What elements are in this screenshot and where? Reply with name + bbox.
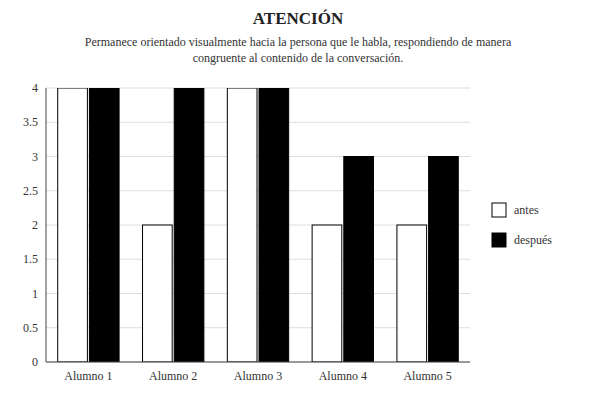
legend-label: antes (514, 203, 539, 217)
legend-swatch (492, 203, 506, 217)
bar (58, 88, 88, 362)
x-axis (46, 362, 470, 363)
bar (89, 88, 119, 362)
x-tick-label: Alumno 4 (319, 369, 367, 383)
bar (344, 157, 374, 363)
legend-label: después (514, 233, 552, 247)
bar (143, 225, 173, 362)
y-tick-label: 0.5 (23, 321, 38, 335)
subtitle: congruente al contenido de la conversaci… (193, 51, 404, 65)
legend-swatch (492, 233, 506, 247)
title: ATENCIÓN (253, 9, 344, 28)
bars (58, 88, 459, 362)
y-tick-label: 2 (32, 218, 38, 232)
y-tick-label: 4 (32, 81, 38, 95)
y-tick-label: 2.5 (23, 184, 38, 198)
x-tick-label: Alumno 3 (234, 369, 282, 383)
y-tick-label: 1.5 (23, 252, 38, 266)
chart: ATENCIÓN Permanece orientado visualmente … (0, 0, 596, 397)
x-tick-label: Alumno 1 (64, 369, 112, 383)
y-tick-label: 0 (32, 355, 38, 369)
bar (227, 88, 257, 362)
y-axis (46, 88, 47, 362)
chart-container: ATENCIÓN Permanece orientado visualmente … (0, 0, 596, 397)
legend: antes después (492, 203, 552, 247)
grid (46, 88, 470, 362)
x-tick-label: Alumno 2 (149, 369, 197, 383)
bar (312, 225, 342, 362)
y-tick-label: 3 (32, 150, 38, 164)
x-tick-label: Alumno 5 (403, 369, 451, 383)
bar (429, 157, 459, 363)
grid-line (46, 362, 470, 363)
y-tick-label: 1 (32, 287, 38, 301)
subtitle: Permanece orientado visualmente hacia la… (85, 35, 512, 49)
bar (259, 88, 289, 362)
bar (397, 225, 427, 362)
bar (174, 88, 204, 362)
y-tick-label: 3.5 (23, 115, 38, 129)
